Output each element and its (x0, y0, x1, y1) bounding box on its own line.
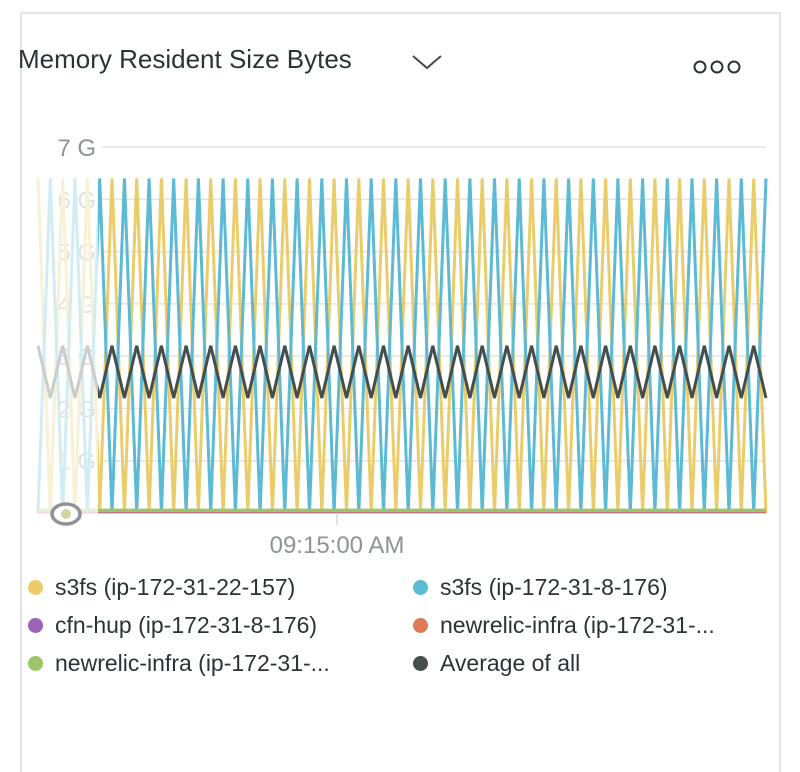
legend-label: cfn-hup (ip-172-31-8-176) (55, 612, 318, 638)
legend-label: Average of all (440, 650, 581, 676)
legend-swatch (413, 580, 428, 595)
legend-swatch (28, 656, 43, 671)
y-tick-label: 7 G (57, 135, 96, 162)
line-chart[interactable]: 1 G2 G3 G4 G5 G6 G7 G09:15:00 AM (0, 0, 800, 570)
legend-item[interactable]: Average of all (413, 650, 580, 677)
chevron-down-icon[interactable] (410, 52, 444, 72)
legend-label: s3fs (ip-172-31-22-157) (55, 574, 296, 600)
legend-item[interactable]: newrelic-infra (ip-172-31-... (413, 612, 715, 639)
legend-label: newrelic-infra (ip-172-31-... (440, 612, 715, 638)
legend-swatch (28, 618, 43, 633)
more-horizontal-icon[interactable] (688, 52, 758, 74)
left-fade-overlay (36, 165, 98, 515)
legend-item[interactable]: cfn-hup (ip-172-31-8-176) (28, 612, 317, 639)
legend-label: s3fs (ip-172-31-8-176) (440, 574, 668, 600)
legend-swatch (28, 580, 43, 595)
legend-item[interactable]: s3fs (ip-172-31-8-176) (413, 574, 668, 601)
widget-title: Memory Resident Size Bytes (18, 44, 352, 74)
range-handle-dot (61, 509, 71, 519)
legend-swatch (413, 656, 428, 671)
legend-swatch (413, 618, 428, 633)
legend-item[interactable]: s3fs (ip-172-31-22-157) (28, 574, 295, 601)
series-line (36, 178, 768, 514)
legend-label: newrelic-infra (ip-172-31-... (55, 650, 330, 676)
x-tick-label: 09:15:00 AM (270, 532, 405, 559)
series-line (36, 345, 768, 399)
legend-item[interactable]: newrelic-infra (ip-172-31-... (28, 650, 330, 677)
